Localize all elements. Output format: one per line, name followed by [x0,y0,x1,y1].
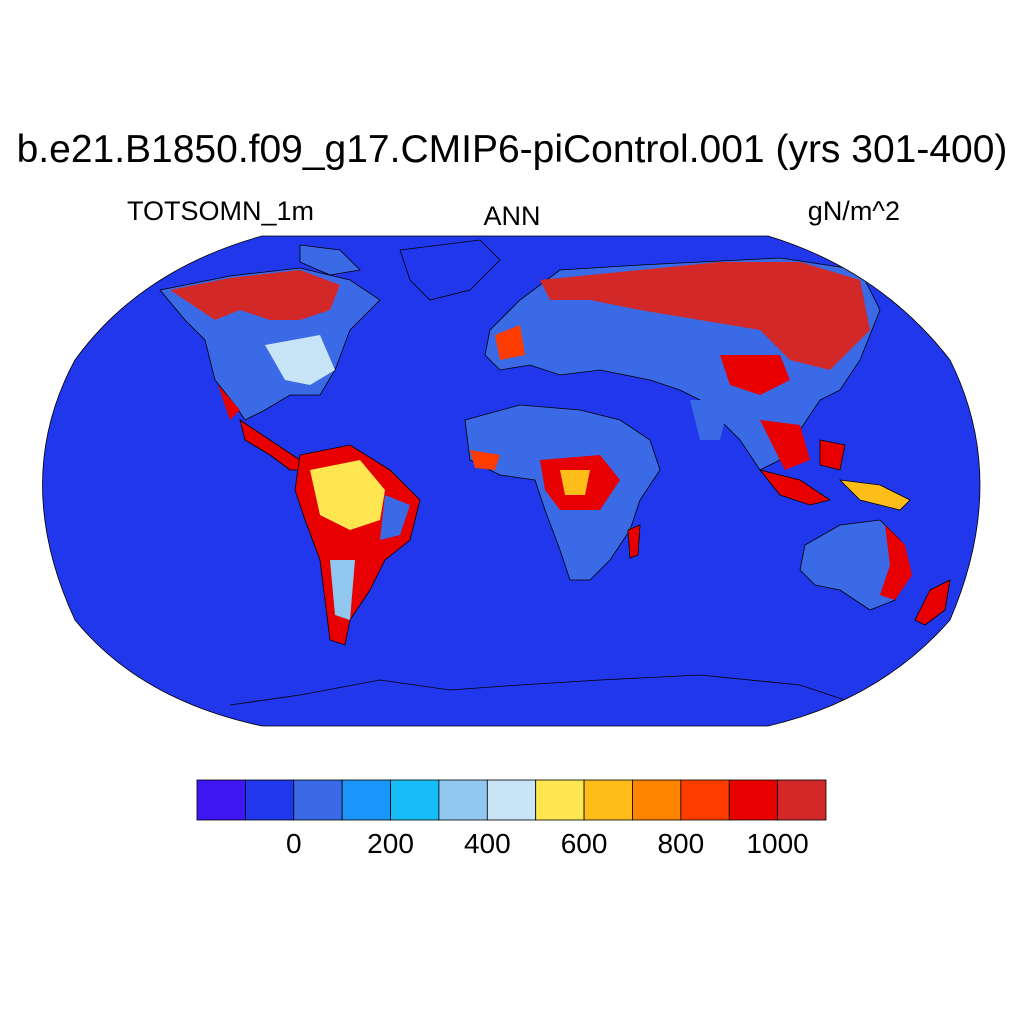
units-label: gN/m^2 [807,196,900,226]
colorbar-tick-label: 600 [560,828,608,859]
africa [464,404,661,581]
colorbar-swatch [680,779,730,821]
colorbar-swatch [196,779,246,821]
season-label: ANN [483,201,541,231]
map-border [42,235,981,727]
colorbar-tick-label: 1000 [746,828,809,859]
colorbar-swatch [341,779,391,821]
madagascar [627,524,641,559]
colorbar-swatch [632,779,682,821]
colorbar-swatch [777,779,827,821]
colorbar-tick-label: 0 [285,828,302,859]
colorbar-swatch [293,779,343,821]
colorbar-tick-label: 800 [657,828,705,859]
page-title: b.e21.B1850.f09_g17.CMIP6-piControl.001 … [16,128,1008,171]
colorbar-swatch [583,779,633,821]
north-america [159,244,381,471]
colorbar-swatch [390,779,440,821]
greenland [399,239,501,301]
colorbar [196,779,827,821]
colorbar-swatch [535,779,585,821]
south-america [294,444,421,646]
variable-label: TOTSOMN_1m [127,196,315,226]
southeast-asia [758,439,911,511]
colorbar-tick-label: 400 [463,828,511,859]
colorbar-swatch [244,779,295,821]
colorbar-swatch [728,779,779,821]
colorbar-tick-label: 200 [367,828,414,859]
new-zealand [914,579,951,626]
colorbar-swatch [438,779,488,821]
antarctica [229,674,861,706]
australia [799,519,912,611]
colorbar-swatch [486,779,537,821]
eurasia [484,257,881,471]
